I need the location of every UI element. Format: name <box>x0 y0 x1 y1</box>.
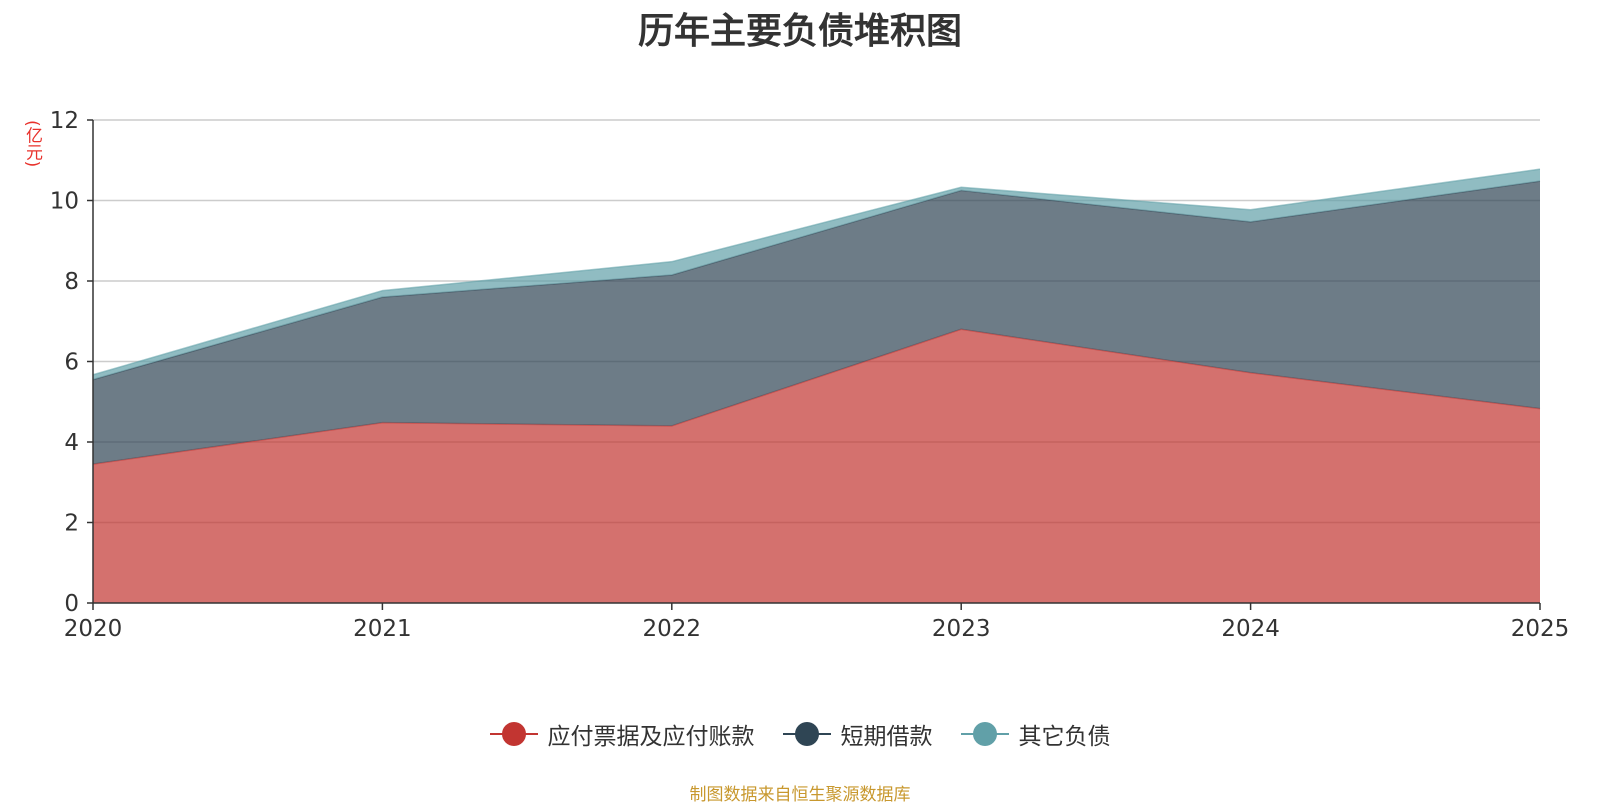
legend-label: 其它负债 <box>1018 724 1111 750</box>
area-series-group <box>92 168 1541 603</box>
area-series-1 <box>93 329 1540 603</box>
y-tick-label: 12 <box>50 108 79 134</box>
legend-marker-icon <box>782 721 831 747</box>
legend-label: 短期借款 <box>840 724 933 750</box>
x-tick-label: 2023 <box>932 616 991 642</box>
y-tick-label: 10 <box>50 189 79 215</box>
legend-item-3[interactable]: 其它负债 <box>960 717 1111 751</box>
y-tick-label: 0 <box>64 591 79 617</box>
axes: 0 2 4 6 8 10 12 2020 2021 2022 2023 2024 2025 <box>50 108 1570 642</box>
x-tick-label: 2024 <box>1221 616 1280 642</box>
area-series-2 <box>93 181 1540 465</box>
legend: 应付票据及应付账款 短期借款 其它负债 <box>0 714 1600 754</box>
chart-plot: 0 2 4 6 8 10 12 2020 2021 2022 2023 2024 2025 <box>50 108 1570 642</box>
x-tick-label: 2025 <box>1511 616 1570 642</box>
y-axis-unit: (亿元) <box>22 120 42 168</box>
source-note: 制图数据来自恒生聚源数据库 <box>689 785 911 805</box>
legend-label: 应付票据及应付账款 <box>547 724 755 750</box>
chart-title: 历年主要负债堆积图 <box>637 11 962 52</box>
legend-marker-icon <box>960 721 1009 747</box>
x-tick-label: 2022 <box>643 616 702 642</box>
y-tick-label: 4 <box>64 430 79 456</box>
legend-item-1[interactable]: 应付票据及应付账款 <box>489 717 755 751</box>
legend-marker-icon <box>489 721 538 747</box>
x-tick-label: 2020 <box>64 616 123 642</box>
y-tick-label: 6 <box>64 350 79 376</box>
legend-item-2[interactable]: 短期借款 <box>782 717 933 751</box>
series-line-3 <box>92 168 1541 376</box>
y-tick-label: 2 <box>64 511 79 537</box>
x-tick-label: 2021 <box>353 616 412 642</box>
y-tick-label: 8 <box>64 269 79 295</box>
